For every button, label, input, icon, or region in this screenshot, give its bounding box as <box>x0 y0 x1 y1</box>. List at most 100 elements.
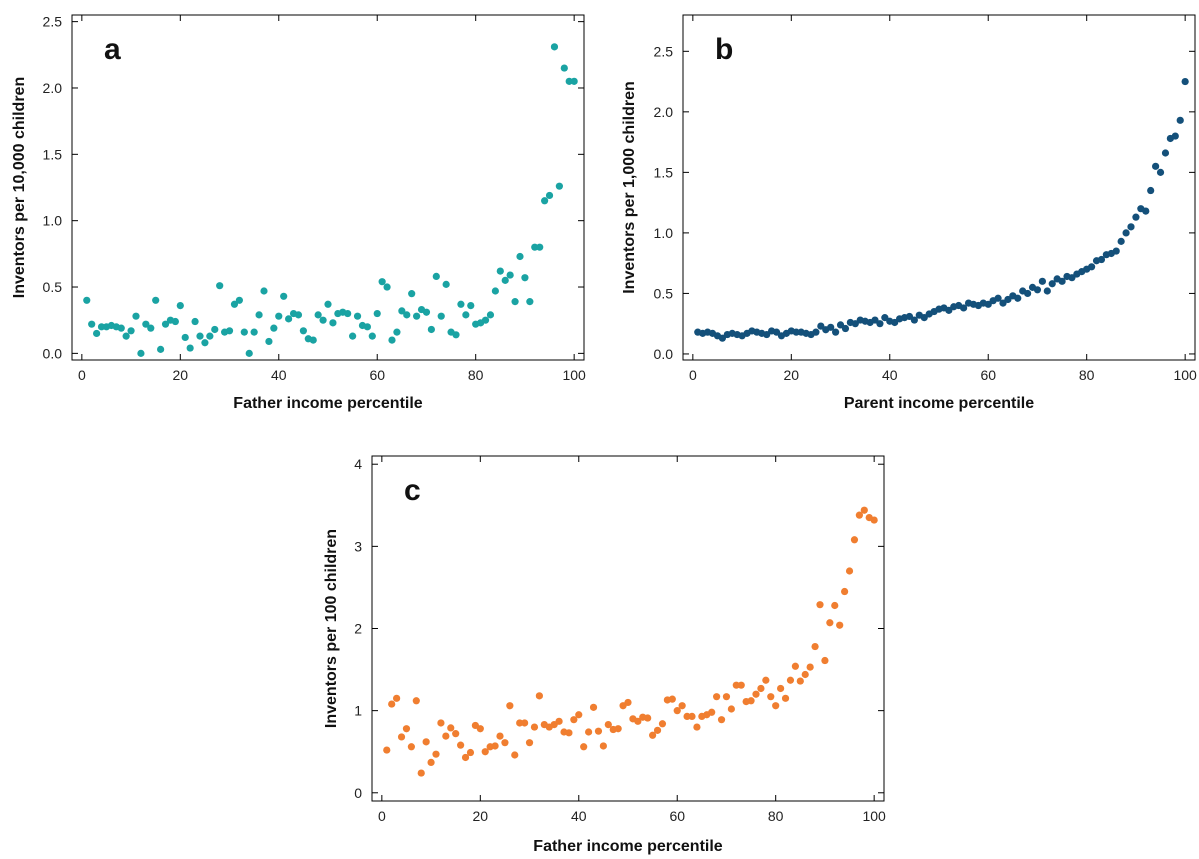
data-point <box>452 331 460 339</box>
data-point <box>137 349 145 357</box>
plot-frame <box>71 14 585 361</box>
y-tick-label: 0.5 <box>43 279 63 295</box>
x-tick-label: 80 <box>468 367 484 383</box>
x-tick-label: 60 <box>369 367 385 383</box>
data-point <box>481 748 489 756</box>
data-point <box>599 742 607 750</box>
y-tick-label: 0.5 <box>654 285 674 301</box>
data-point <box>486 311 495 319</box>
data-point <box>763 330 771 339</box>
plot-frame <box>682 14 1196 361</box>
x-axis-title: Father income percentile <box>233 395 422 412</box>
data-point <box>786 676 795 684</box>
data-point <box>812 328 820 336</box>
data-point <box>580 743 588 751</box>
data-point <box>161 320 170 328</box>
data-point <box>442 280 450 288</box>
data-point <box>545 191 554 200</box>
data-point <box>260 287 268 295</box>
data-point <box>876 320 884 328</box>
data-point <box>324 300 332 308</box>
data-point <box>821 656 829 665</box>
data-point <box>1132 213 1140 221</box>
data-point <box>850 536 859 544</box>
data-point <box>614 725 622 733</box>
data-point <box>412 697 420 705</box>
data-point <box>855 511 863 519</box>
data-point <box>727 705 735 713</box>
x-axis-title: Parent income percentile <box>844 395 1034 412</box>
data-point <box>201 339 209 347</box>
data-point <box>525 739 534 747</box>
y-tick-label: 1 <box>354 703 362 719</box>
y-tick-label: 0 <box>354 785 362 801</box>
data-point <box>565 729 573 737</box>
data-point <box>762 676 770 684</box>
data-point <box>437 312 445 320</box>
data-point <box>403 311 411 319</box>
data-point <box>363 323 371 331</box>
data-point <box>206 332 214 340</box>
data-point <box>521 274 529 282</box>
data-point <box>422 308 431 316</box>
data-point <box>1033 286 1042 294</box>
x-tick-label: 0 <box>78 367 86 383</box>
x-tick-label: 80 <box>768 808 784 824</box>
x-tick-label: 20 <box>473 808 489 824</box>
data-point <box>836 621 844 629</box>
data-point <box>649 731 657 739</box>
data-point <box>841 587 849 596</box>
data-point <box>511 298 519 306</box>
y-tick-label: 1.0 <box>43 213 63 229</box>
data-point <box>319 316 327 324</box>
data-point <box>792 328 800 336</box>
data-point <box>1038 277 1046 285</box>
data-point <box>299 327 307 335</box>
data-point <box>117 324 125 332</box>
data-point <box>383 746 391 754</box>
data-point <box>461 753 470 762</box>
y-tick-label: 0.0 <box>654 346 674 362</box>
data-point <box>230 300 239 308</box>
data-point <box>732 681 740 689</box>
data-point <box>97 323 106 331</box>
x-axis-title: Father income percentile <box>533 838 722 855</box>
data-point <box>511 751 519 759</box>
data-point <box>796 677 804 685</box>
data-point <box>398 307 406 315</box>
data-point <box>457 300 465 308</box>
data-point <box>447 724 455 732</box>
data-point <box>653 726 662 734</box>
y-tick-label: 0.0 <box>43 345 63 361</box>
data-point <box>781 694 790 702</box>
y-tick-label: 1.0 <box>654 225 674 241</box>
data-point <box>827 323 835 331</box>
data-point <box>427 758 435 766</box>
plot-frame <box>371 455 885 802</box>
data-point <box>83 296 91 304</box>
data-point <box>1152 162 1160 170</box>
data-point <box>881 314 889 322</box>
data-point <box>353 312 362 320</box>
data-point <box>171 317 179 326</box>
x-tick-label: 40 <box>271 367 287 383</box>
data-point <box>717 716 726 724</box>
data-point <box>541 197 549 205</box>
data-point <box>806 663 814 671</box>
data-point <box>1156 168 1165 176</box>
data-point <box>442 732 450 740</box>
data-point <box>388 336 396 344</box>
data-point <box>737 681 745 689</box>
data-point <box>1043 287 1051 295</box>
data-point <box>506 702 514 710</box>
data-point <box>462 311 470 319</box>
panel-a: 0 20 40 60 80 100 0.0 0.5 1.0 1.5 2.0 2.5 Father inc… <box>11 14 586 412</box>
data-point <box>560 64 568 72</box>
x-tick-label: 100 <box>562 367 586 383</box>
data-point <box>196 332 204 340</box>
data-point <box>871 316 879 324</box>
data-point <box>570 716 578 724</box>
data-point <box>186 344 194 352</box>
data-point <box>836 321 845 329</box>
